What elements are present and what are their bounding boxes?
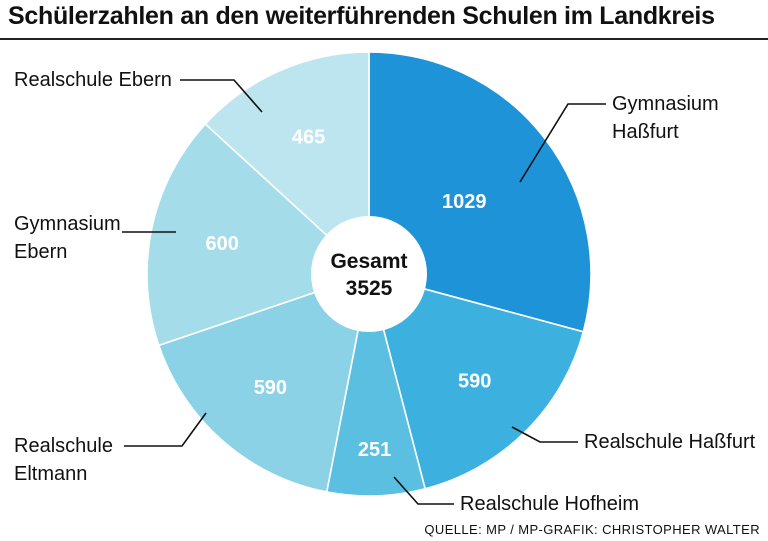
slice-category-label: Gymnasium	[14, 213, 121, 235]
leader-line	[180, 79, 263, 113]
slice-category-label: Realschule Haßfurt	[584, 431, 756, 453]
center-label-title: Gesamt	[330, 250, 407, 273]
slice-category-label: Eltmann	[14, 463, 87, 485]
source-credit: QUELLE: MP / MP-GRAFIK: CHRISTOPHER WALT…	[424, 522, 760, 537]
slice-value-label: 251	[358, 439, 391, 461]
slice-value-label: 1029	[442, 191, 487, 213]
slice-category-label: Haßfurt	[612, 121, 679, 143]
center-label-total: 3525	[346, 277, 393, 300]
slice-category-label: Realschule Hofheim	[460, 493, 639, 515]
chart-title: Schülerzahlen an den weiterführenden Sch…	[8, 2, 715, 30]
slice-category-label: Ebern	[14, 241, 67, 263]
pie-slice	[367, 272, 585, 490]
pie-slice	[204, 51, 370, 276]
slice-value-label: 590	[458, 370, 491, 392]
slice-category-label: Realschule	[14, 435, 113, 457]
slice-value-label: 590	[254, 377, 287, 399]
pie-slice	[157, 272, 371, 493]
leader-line	[519, 103, 606, 183]
center-hole	[311, 216, 427, 332]
leader-line	[393, 476, 454, 505]
title-rule	[0, 38, 768, 40]
leader-line	[124, 412, 207, 447]
leader-line	[511, 426, 578, 443]
slice-value-label: 600	[206, 233, 239, 255]
slice-category-label: Realschule Ebern	[14, 69, 172, 91]
slice-value-label: 465	[292, 127, 325, 149]
slice-category-label: Gymnasium	[612, 93, 719, 115]
